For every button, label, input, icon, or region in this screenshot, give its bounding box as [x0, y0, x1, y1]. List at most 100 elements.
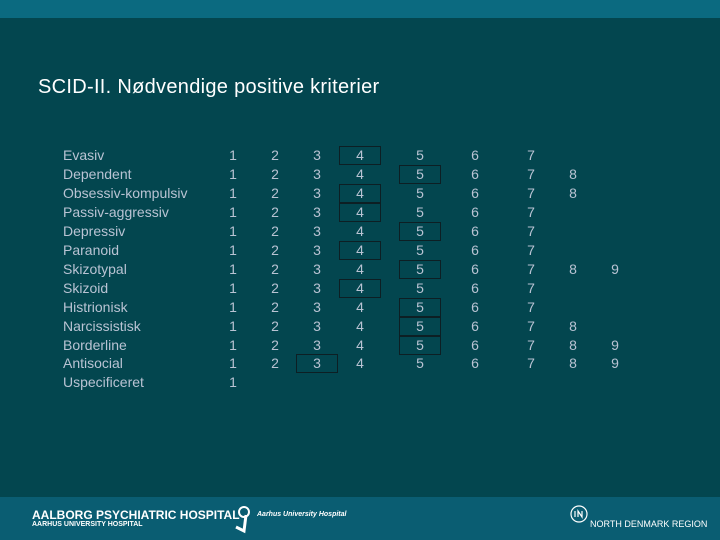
criterion-count: 6	[471, 298, 479, 315]
row-label: Dependent	[63, 165, 132, 182]
threshold-box	[399, 221, 441, 241]
criterion-count: 3	[313, 222, 321, 239]
threshold-box	[339, 146, 381, 165]
criterion-count: 1	[229, 222, 237, 239]
criterion-count: 8	[569, 336, 577, 353]
criterion-count: 8	[569, 317, 577, 334]
criterion-count: 5	[416, 279, 424, 296]
criterion-count: 4	[356, 147, 364, 163]
criterion-count: 1	[229, 241, 237, 258]
criterion-count: 7	[527, 222, 535, 239]
criterion-count: 6	[471, 279, 479, 296]
criterion-count: 6	[471, 222, 479, 239]
criterion-count: 2	[271, 317, 279, 334]
row-label: Narcissistisk	[63, 317, 141, 334]
criterion-count: 5	[416, 317, 424, 334]
criterion-count: 6	[471, 355, 479, 372]
criterion-count: 1	[229, 279, 237, 296]
criterion-count: 3	[313, 355, 321, 372]
threshold-box	[399, 164, 441, 184]
criterion-count: 9	[611, 355, 619, 372]
criterion-count: 3	[313, 317, 321, 334]
slide-title: SCID-II. Nødvendige positive kriterier	[38, 76, 380, 98]
threshold-box	[339, 240, 381, 260]
criterion-count: 4	[356, 165, 364, 182]
criterion-count: 6	[471, 336, 479, 353]
criterion-count: 4	[356, 317, 364, 334]
criterion-count: 2	[271, 184, 279, 201]
row-label: Passiv-aggressiv	[63, 203, 169, 220]
criterion-count: 7	[527, 241, 535, 258]
criterion-count: 2	[271, 222, 279, 239]
criterion-count: 2	[271, 336, 279, 353]
criterion-count: 5	[416, 184, 424, 201]
criterion-count: 6	[471, 184, 479, 201]
criterion-count: 7	[527, 147, 535, 163]
criterion-count: 1	[229, 336, 237, 353]
criterion-count: 5	[416, 165, 424, 182]
footer-center-text: Aarhus University Hospital	[257, 511, 347, 518]
footer-logo-text: AALBORG PSYCHIATRIC HOSPITAL	[32, 508, 240, 522]
criterion-count: 3	[313, 241, 321, 258]
footer: AALBORG PSYCHIATRIC HOSPITAL AARHUS UNIV…	[0, 497, 720, 540]
row-label: Depressiv	[63, 222, 126, 239]
criterion-count: 3	[313, 336, 321, 353]
criterion-count: 5	[416, 260, 424, 277]
criterion-count: 6	[471, 203, 479, 220]
criterion-count: 2	[271, 165, 279, 182]
footer-right-text: NORTH DENMARK REGION	[590, 519, 708, 529]
criterion-count: 6	[471, 241, 479, 258]
criterion-count: 4	[356, 203, 364, 220]
row-label: Skizotypal	[63, 260, 127, 277]
criterion-count: 7	[527, 355, 535, 372]
criterion-count: 5	[416, 203, 424, 220]
criterion-count: 5	[416, 298, 424, 315]
criterion-count: 6	[471, 260, 479, 277]
criterion-count: 2	[271, 147, 279, 163]
criterion-count: 3	[313, 298, 321, 315]
criterion-count: 5	[416, 241, 424, 258]
criterion-count: 5	[416, 222, 424, 239]
row-label: Antisocial	[63, 355, 123, 372]
criterion-count: 8	[569, 165, 577, 182]
row-label: Evasiv	[63, 147, 105, 163]
row-label: Paranoid	[63, 241, 120, 258]
criterion-count: 1	[229, 184, 237, 201]
criterion-count: 7	[527, 336, 535, 353]
criterion-count: 4	[356, 184, 364, 201]
criterion-count: 2	[271, 298, 279, 315]
criterion-count: 2	[271, 260, 279, 277]
criterion-count: 8	[569, 184, 577, 201]
row-label: Obsessiv-kompulsiv	[63, 184, 188, 201]
threshold-box	[339, 183, 381, 203]
criterion-count: 7	[527, 165, 535, 182]
criterion-count: 4	[356, 298, 364, 315]
criterion-count: 9	[611, 336, 619, 353]
region-logo	[570, 505, 588, 523]
criterion-count: 1	[229, 298, 237, 315]
criterion-count: 1	[229, 260, 237, 277]
criterion-count: 1	[229, 317, 237, 334]
criterion-count: 1	[229, 203, 237, 220]
criterion-count: 4	[356, 222, 364, 239]
criterion-count: 9	[611, 260, 619, 277]
row-label: Histrionisk	[63, 298, 128, 315]
criterion-count: 1	[229, 374, 237, 391]
criterion-count: 4	[356, 279, 364, 296]
criterion-count: 3	[313, 147, 321, 163]
criterion-count: 7	[527, 279, 535, 296]
criterion-count: 1	[229, 165, 237, 182]
criterion-count: 2	[271, 279, 279, 296]
footer-logo-subtext: AARHUS UNIVERSITY HOSPITAL	[32, 521, 143, 528]
row-label: Borderline	[63, 336, 127, 353]
criterion-count: 1	[229, 355, 237, 372]
criterion-count: 5	[416, 336, 424, 353]
threshold-box	[399, 316, 441, 336]
threshold-box	[399, 335, 441, 355]
criterion-count: 2	[271, 203, 279, 220]
threshold-box	[339, 278, 381, 298]
criterion-count: 6	[471, 147, 479, 163]
criterion-count: 3	[313, 165, 321, 182]
